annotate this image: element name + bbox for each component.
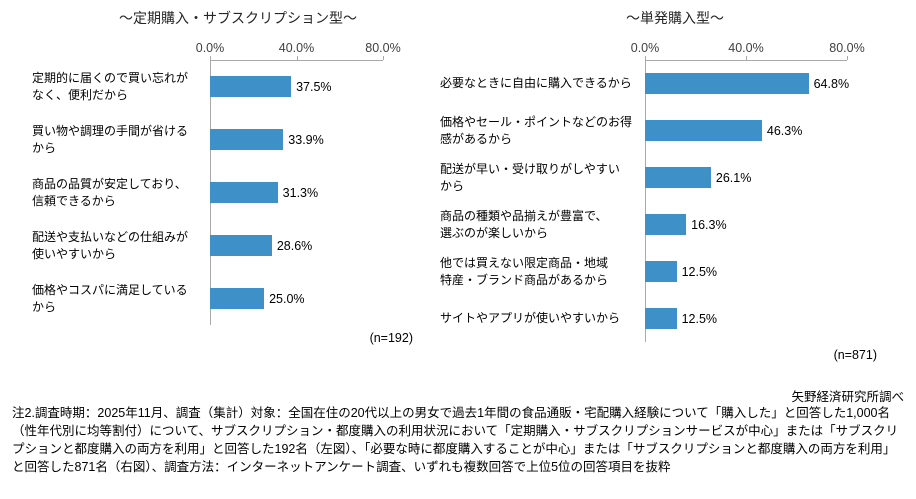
value-label: 12.5% (681, 311, 718, 326)
x-axis-tick-mark (383, 56, 384, 60)
bar-cell: 16.3% (645, 201, 847, 248)
sample-size-label: (n=871) (833, 348, 877, 362)
bar (210, 76, 292, 97)
value-label: 33.9% (288, 132, 324, 147)
bar-row: 必要なときに自由に購入できるから 64.8% (440, 60, 910, 107)
category-label: 商品の品質が安定しており、 信頼できるから (32, 177, 187, 208)
bar-row: 配送が早い・受け取りがしやすい から 26.1% (440, 154, 910, 201)
x-axis-tick-mark (296, 56, 298, 60)
value-label: 25.0% (269, 291, 305, 306)
value-label: 12.5% (681, 264, 718, 279)
bar (645, 73, 809, 94)
bar-cell: 12.5% (645, 295, 847, 342)
value-label: 37.5% (296, 79, 332, 94)
bar-cell: 33.9% (210, 113, 383, 166)
x-axis: 0.0% 40.0% 80.0% (440, 41, 910, 57)
x-axis-tick-label: 80.0% (829, 41, 865, 55)
x-axis-tick-label: 0.0% (630, 41, 660, 55)
category-label: 商品の種類や品揃えが豊富で、 選ぶのが楽しいから (440, 209, 608, 240)
bar-cell: 26.1% (645, 154, 847, 201)
category-label: 定期的に届くので買い忘れが なく、便利だから (32, 71, 189, 102)
bar (645, 120, 762, 141)
value-label: 26.1% (715, 170, 752, 185)
value-label: 46.3% (766, 123, 803, 138)
plot-area: 必要なときに自由に購入できるから 64.8% 価格やセール・ポイントなどのお得 感が… (440, 56, 910, 342)
category-label: 他では買えない限定商品・地域 特産・ブランド商品があるから (440, 256, 609, 287)
bar-cell: 25.0% (210, 272, 383, 325)
x-axis-tick-label: 40.0% (278, 41, 315, 55)
bar-cell: 46.3% (645, 107, 847, 154)
bar-row: 配送や支払いなどの仕組みが 使いやすいから 28.6% (32, 219, 444, 272)
source-credit: 矢野経済研究所調べ (791, 390, 904, 404)
category-label: 価格やセール・ポイントなどのお得 感があるから (440, 115, 633, 146)
bar-row: 定期的に届くので買い忘れが なく、便利だから 37.5% (32, 60, 444, 113)
bar-row: サイトやアプリが使いやすいから 12.5% (440, 295, 910, 342)
bar (210, 288, 265, 309)
chart-subscription-type: ～定期購入・サブスクリプション型～ 0.0% 40.0% 80.0% 定期的に届くの… (32, 8, 444, 345)
bar (210, 129, 284, 150)
category-label: 必要なときに自由に購入できるから (440, 76, 632, 91)
bar-row: 商品の種類や品揃えが豊富で、 選ぶのが楽しいから 16.3% (440, 201, 910, 248)
bar-cell: 37.5% (210, 60, 383, 113)
x-axis-tick-mark (645, 56, 646, 60)
sample-size-label: (n=192) (369, 331, 413, 345)
value-label: 16.3% (691, 217, 727, 232)
bar (210, 235, 272, 256)
chart-one-time-purchase-type: ～単発購入型～ 0.0% 40.0% 80.0% 必要なときに自由に購入できるから 6… (440, 8, 910, 362)
x-axis-tick-label: 0.0% (195, 41, 225, 55)
bar-row: 価格やセール・ポイントなどのお得 感があるから 46.3% (440, 107, 910, 154)
x-axis-tick-mark (847, 56, 848, 60)
bar-cell: 64.8% (645, 60, 850, 107)
x-axis-line (645, 60, 847, 61)
bar-cell: 31.3% (210, 166, 383, 219)
value-label: 31.3% (282, 185, 319, 200)
bar-row: 商品の品質が安定しており、 信頼できるから 31.3% (32, 166, 444, 219)
category-label: 買い物や調理の手間が省ける から (32, 124, 189, 155)
bar (210, 182, 278, 203)
value-label: 64.8% (813, 76, 850, 91)
value-label: 28.6% (276, 238, 313, 253)
category-label: 配送や支払いなどの仕組みが 使いやすいから (32, 230, 189, 261)
category-label: サイトやアプリが使いやすいから (440, 311, 621, 326)
bar-cell: 28.6% (210, 219, 383, 272)
x-axis-tick-mark (210, 56, 211, 60)
bar-cell: 12.5% (645, 248, 847, 295)
x-axis-tick-mark (746, 56, 747, 60)
x-axis-line (210, 60, 383, 61)
footnote: 注2.調査時期：2025年11月、調査（集計）対象：全国在住の20代以上の男女で… (12, 406, 899, 475)
bar (645, 214, 687, 235)
bar-row: 買い物や調理の手間が省ける から 33.9% (32, 113, 444, 166)
plot-area: 定期的に届くので買い忘れが なく、便利だから 37.5% 買い物や調理の手間が省ける… (32, 56, 444, 325)
category-label: 価格やコスパに満足している から (32, 283, 188, 314)
chart-title: ～定期購入・サブスクリプション型～ (119, 10, 357, 26)
bar (645, 261, 677, 282)
category-label: 配送が早い・受け取りがしやすい から (440, 162, 620, 193)
x-axis: 0.0% 40.0% 80.0% (32, 41, 444, 57)
bar (645, 167, 711, 188)
bar-row: 他では買えない限定商品・地域 特産・ブランド商品があるから 12.5% (440, 248, 910, 295)
bar-row: 価格やコスパに満足している から 25.0% (32, 272, 444, 325)
x-axis-tick-label: 40.0% (728, 41, 764, 55)
bar (645, 308, 677, 329)
x-axis-tick-label: 80.0% (365, 41, 401, 55)
chart-title: ～単発購入型～ (626, 10, 724, 26)
y-axis-line (645, 60, 646, 342)
